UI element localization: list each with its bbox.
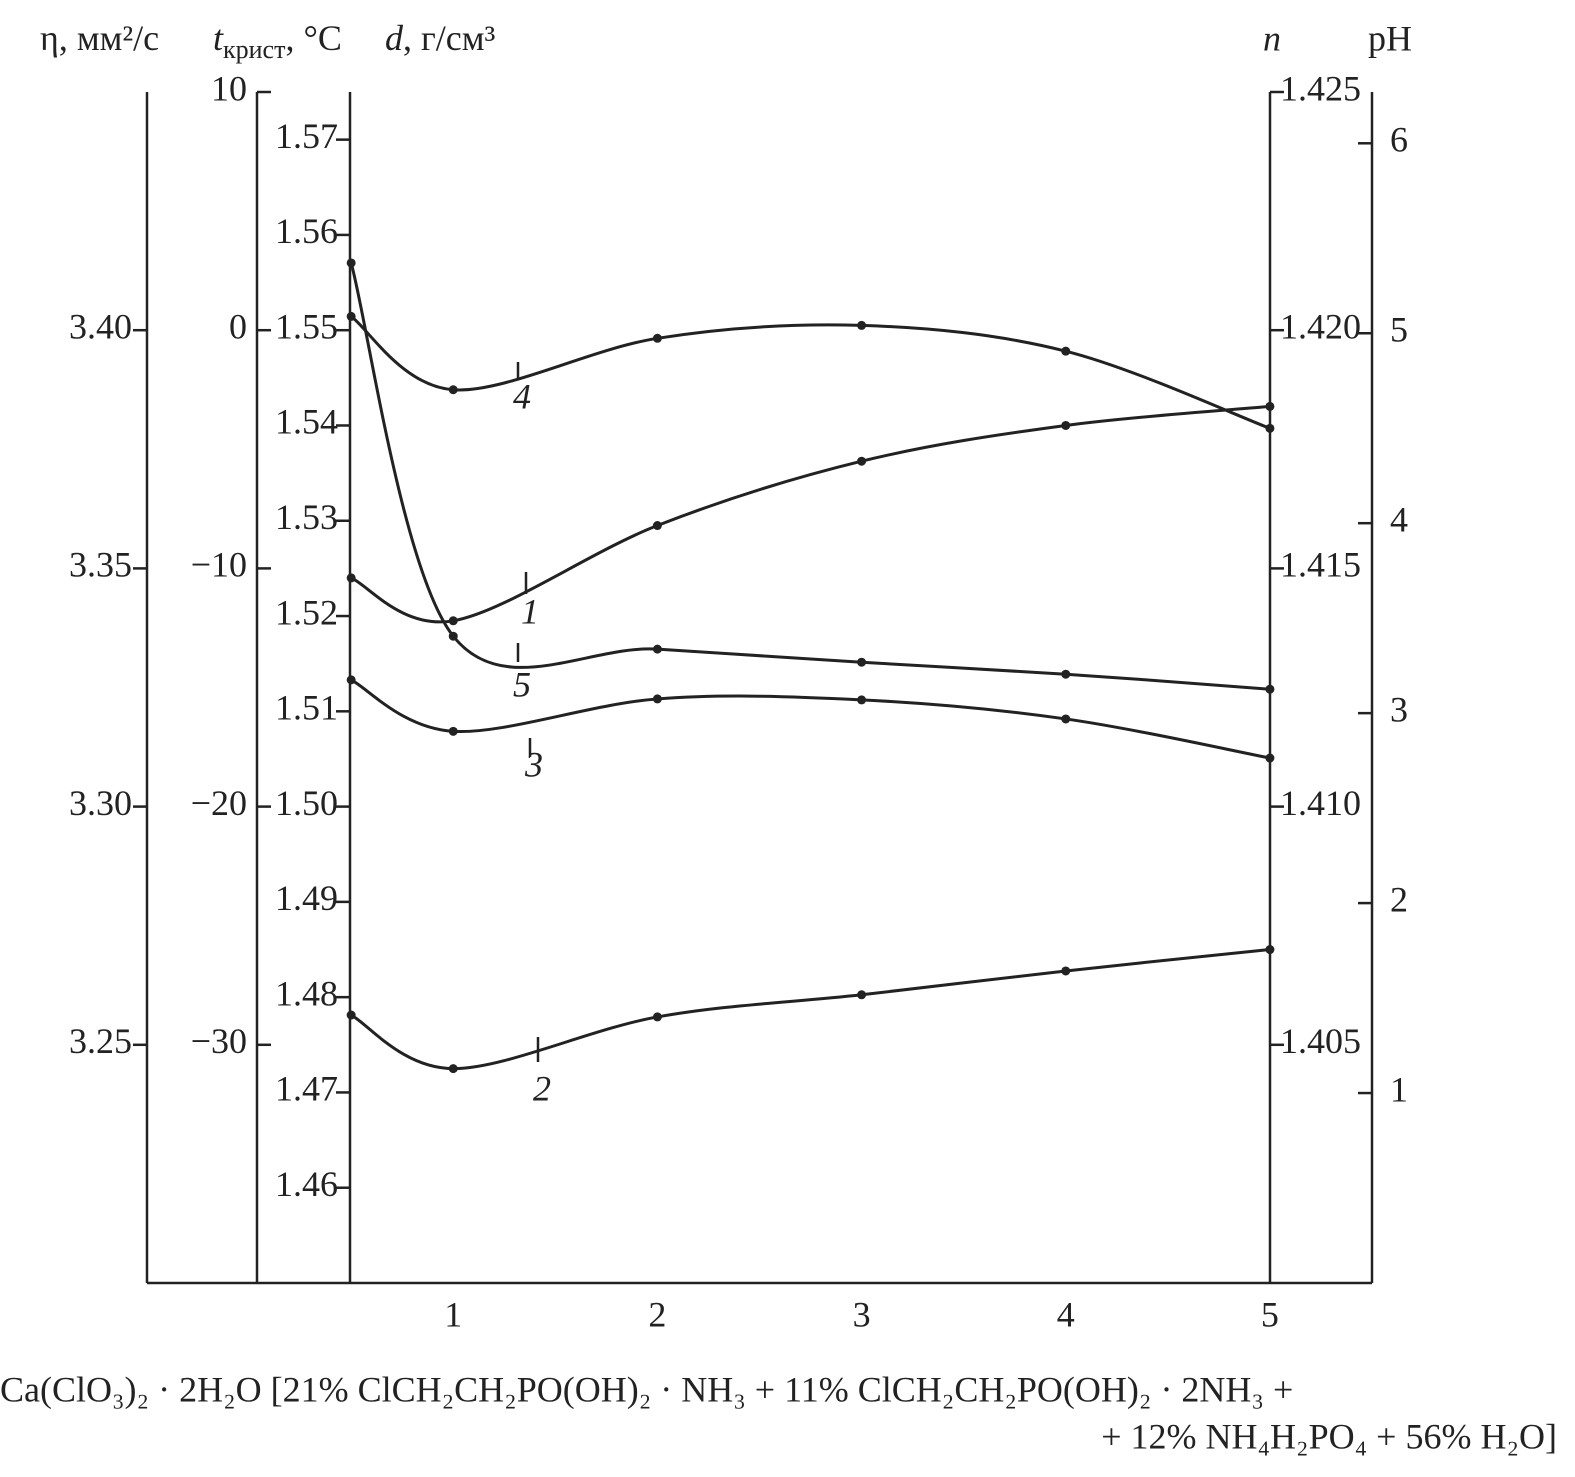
series-line	[350, 315, 1271, 430]
point	[448, 631, 458, 641]
series-line	[350, 948, 1271, 1071]
point	[652, 694, 662, 704]
y-tick-label: 1.52	[275, 592, 338, 632]
y-tick-label: −30	[191, 1021, 247, 1061]
point	[652, 521, 662, 531]
point	[346, 311, 356, 321]
y-tick-label: 1.415	[1280, 545, 1361, 585]
point	[1061, 714, 1071, 724]
point	[346, 573, 356, 583]
point	[652, 333, 662, 343]
axis-label: pH	[1368, 18, 1412, 58]
axis-label: η, мм²/с	[40, 18, 159, 58]
point	[1265, 945, 1275, 955]
y-tick-label: 1	[1390, 1069, 1408, 1109]
axis-label-text: t	[213, 18, 224, 58]
y-tick-label: 3.40	[69, 306, 132, 346]
point	[857, 990, 867, 1000]
axis-label: tкрист, °C	[213, 18, 342, 64]
y-tick-label: 1.405	[1280, 1021, 1361, 1061]
axis-label-text: , °C	[285, 18, 341, 58]
point	[346, 1010, 356, 1020]
x-axis-label: + 12% NH₄H₂PO₄ + 56% H₂O]	[1101, 1416, 1557, 1456]
y-tick-label: 1.47	[275, 1069, 338, 1109]
y-tick-label: 1.51	[275, 688, 338, 728]
x-axis-label: Ca(ClO₃)₂ · 2H₂O [21% ClCH₂CH₂PO(OH)₂ · …	[0, 1369, 1293, 1409]
point	[652, 644, 662, 654]
series-line	[350, 678, 1271, 760]
series-label: 4	[513, 376, 531, 416]
point	[857, 456, 867, 466]
y-tick-label: 1.49	[275, 878, 338, 918]
point	[448, 385, 458, 395]
x-tick-label: 3	[853, 1294, 871, 1334]
axis-label: d, г/см³	[385, 18, 496, 58]
y-tick-label: 3.30	[69, 783, 132, 823]
y-tick-label: 1.55	[275, 306, 338, 346]
y-tick-label: 5	[1390, 310, 1408, 350]
series-line	[349, 262, 1271, 691]
point	[857, 320, 867, 330]
axis-label-text: d	[385, 18, 404, 58]
series-line	[350, 404, 1271, 624]
y-tick-label: 1.50	[275, 783, 338, 823]
y-tick-label: 10	[211, 68, 247, 108]
axis-label-text: крист	[223, 35, 285, 64]
series-label: 1	[521, 591, 539, 631]
y-tick-label: 3.35	[69, 545, 132, 585]
point	[1265, 684, 1275, 694]
point	[1061, 966, 1071, 976]
y-tick-label: 6	[1390, 120, 1408, 160]
point	[1265, 423, 1275, 433]
y-tick-label: 2	[1390, 879, 1408, 919]
x-tick-label: 2	[648, 1294, 666, 1334]
y-tick-label: 1.46	[275, 1164, 338, 1204]
point	[1061, 420, 1071, 430]
y-tick-label: 1.57	[275, 116, 338, 156]
axis-label: n	[1263, 18, 1281, 58]
point	[857, 695, 867, 705]
point	[857, 657, 867, 667]
axis-label-text: , г/см³	[403, 18, 496, 58]
point	[448, 616, 458, 626]
point	[1265, 753, 1275, 763]
point	[448, 1064, 458, 1074]
series-label: 3	[524, 744, 543, 784]
series-label: 5	[513, 664, 531, 704]
point	[346, 258, 356, 268]
point	[1061, 669, 1071, 679]
y-tick-label: 1.53	[275, 497, 338, 537]
point	[448, 726, 458, 736]
y-tick-label: 4	[1390, 499, 1408, 539]
y-tick-label: 1.54	[275, 402, 338, 442]
y-tick-label: 1.425	[1280, 68, 1361, 108]
y-tick-label: −20	[191, 783, 247, 823]
point	[652, 1012, 662, 1022]
x-tick-label: 5	[1261, 1294, 1279, 1334]
axis-label-text: η, мм²/с	[40, 18, 159, 58]
series-label: 2	[533, 1068, 551, 1108]
x-tick-label: 4	[1057, 1294, 1075, 1334]
y-tick-label: 3	[1390, 689, 1408, 729]
point	[1061, 346, 1071, 356]
x-tick-label: 1	[444, 1294, 462, 1334]
y-tick-label: 1.420	[1280, 306, 1361, 346]
y-tick-label: 3.25	[69, 1021, 132, 1061]
point	[346, 675, 356, 685]
y-tick-label: 1.56	[275, 211, 338, 251]
y-tick-label: 1.48	[275, 973, 338, 1013]
y-tick-label: −10	[191, 545, 247, 585]
y-tick-label: 0	[229, 306, 247, 346]
point	[1265, 401, 1275, 411]
y-tick-label: 1.410	[1280, 783, 1361, 823]
